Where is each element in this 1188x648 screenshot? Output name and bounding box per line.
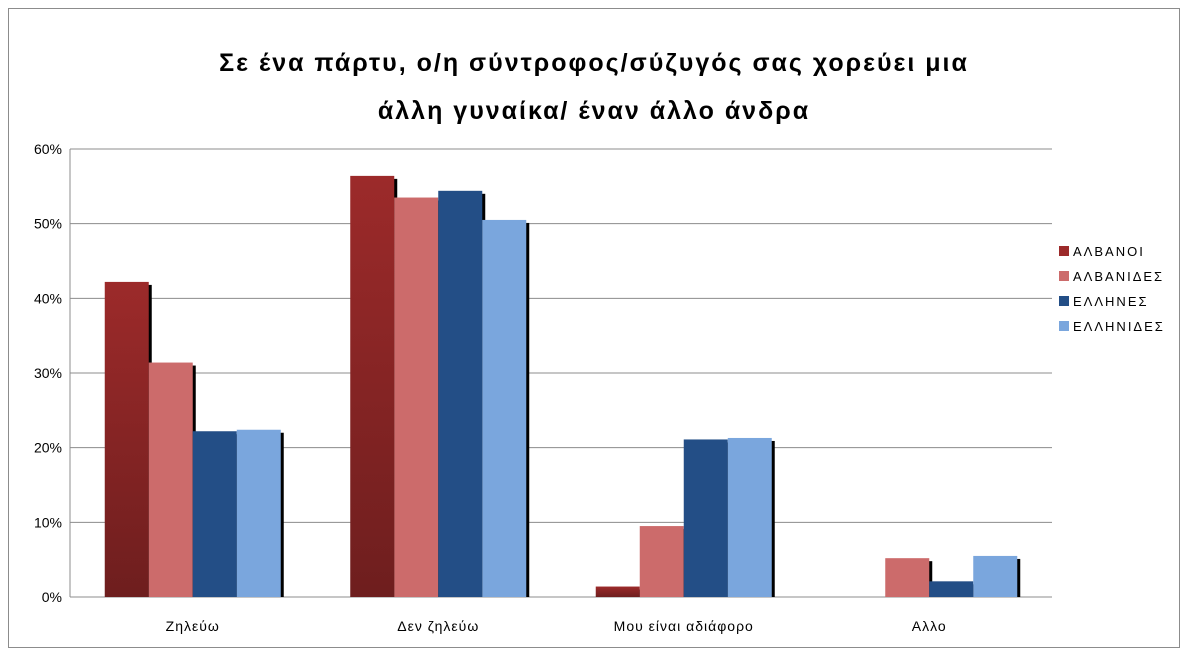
bar xyxy=(885,558,930,597)
bar xyxy=(973,555,1018,597)
bar xyxy=(104,281,149,597)
legend-label: ΕΛΛΗΝΕΣ xyxy=(1073,294,1149,309)
legend-swatch xyxy=(1059,271,1069,281)
x-tick-label: Δεν ζηλεύω xyxy=(397,618,479,634)
legend-label: ΑΛΒΑΝΟΙ xyxy=(1073,244,1145,259)
y-tick-label: 0% xyxy=(42,589,62,605)
bar xyxy=(727,437,772,597)
legend-swatch xyxy=(1059,246,1069,256)
bar xyxy=(438,190,483,597)
x-tick-label: Αλλο xyxy=(912,618,947,634)
legend: ΑΛΒΑΝΟΙ ΑΛΒΑΝΙΔΕΣ ΕΛΛΗΝΕΣ ΕΛΛΗΝΙΔΕΣ xyxy=(1059,244,1165,334)
bar xyxy=(929,581,974,597)
bar xyxy=(236,429,281,597)
tick-labels: 0% 10% 20% 30% 40% 50% 60% Ζηλεύω Δεν ζηλεύω Μου … xyxy=(34,141,947,634)
bar xyxy=(394,197,439,598)
bar xyxy=(482,219,527,597)
y-tick-label: 60% xyxy=(34,141,62,157)
chart-title-line-2: άλλη γυναίκα/ έναν άλλο άνδρα xyxy=(378,97,810,125)
bar xyxy=(192,431,237,597)
y-tick-label: 40% xyxy=(34,290,62,306)
bars xyxy=(104,175,1021,598)
legend-swatch xyxy=(1059,296,1069,306)
legend-label: ΑΛΒΑΝΙΔΕΣ xyxy=(1073,269,1164,284)
bar xyxy=(148,362,193,597)
x-tick-label: Μου είναι αδιάφορο xyxy=(614,618,754,634)
bar xyxy=(683,439,728,597)
y-tick-label: 20% xyxy=(34,440,62,456)
y-tick-label: 30% xyxy=(34,365,62,381)
y-tick-label: 10% xyxy=(34,514,62,530)
legend-swatch xyxy=(1059,321,1069,331)
bar xyxy=(350,175,395,597)
chart-title-line-1: Σε ένα πάρτυ, ο/η σύντροφος/σύζυγός σας … xyxy=(219,49,969,77)
x-tick-label: Ζηλεύω xyxy=(166,618,220,634)
y-tick-label: 50% xyxy=(34,216,62,232)
chart-frame: Σε ένα πάρτυ, ο/η σύντροφος/σύζυγός σας … xyxy=(8,8,1180,648)
bar xyxy=(639,526,684,597)
bar xyxy=(595,586,640,597)
chart: Σε ένα πάρτυ, ο/η σύντροφος/σύζυγός σας … xyxy=(34,49,1165,634)
legend-label: ΕΛΛΗΝΙΔΕΣ xyxy=(1073,319,1165,334)
